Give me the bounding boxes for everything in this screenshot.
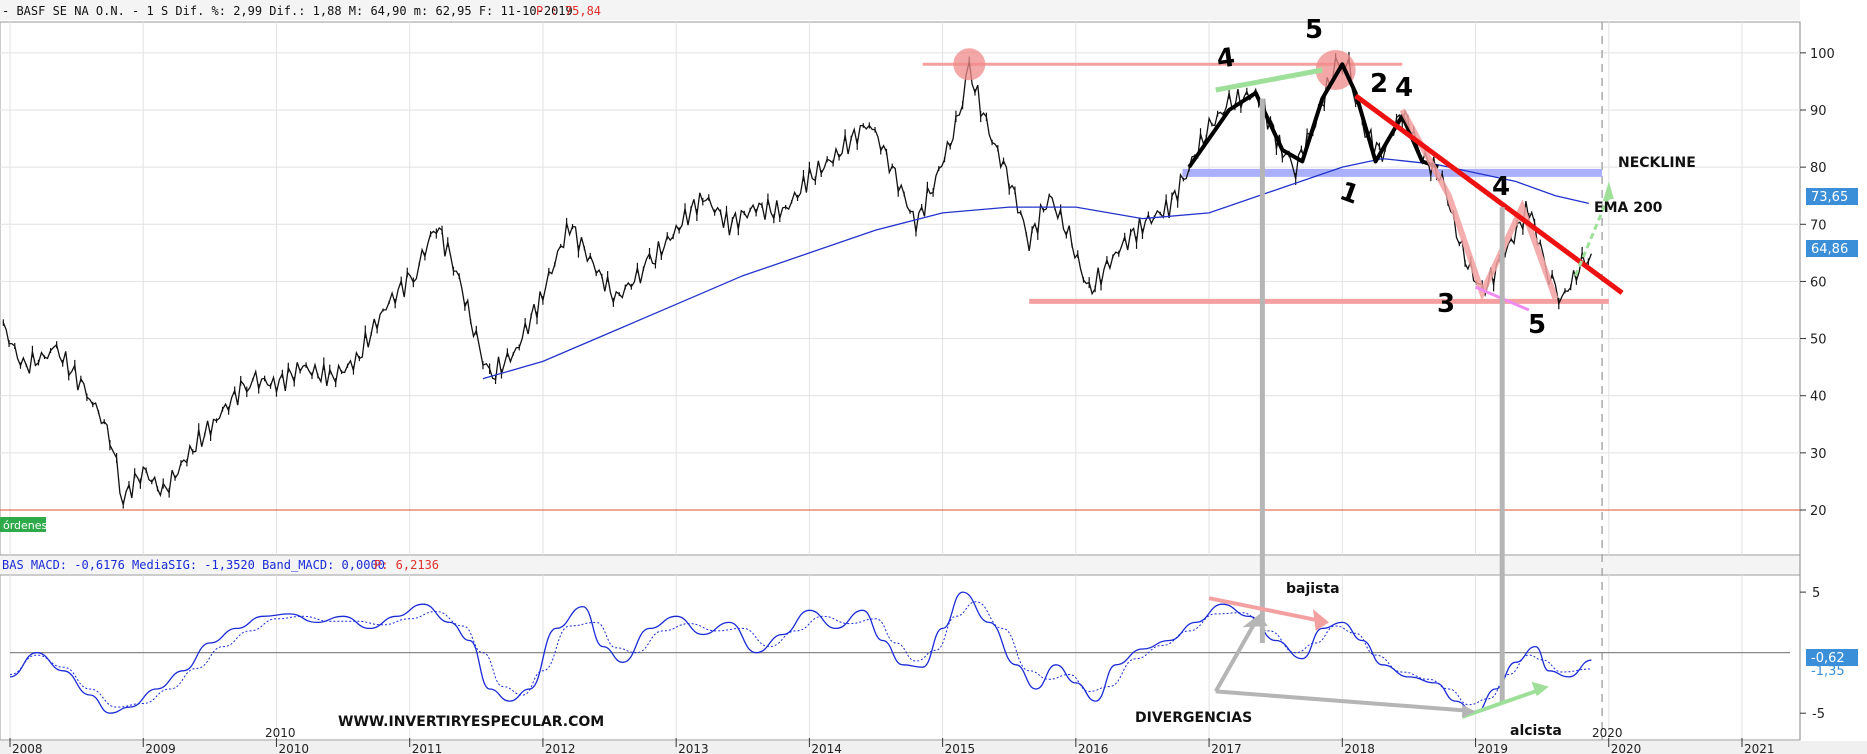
x-tick-label-2013: 2013: [678, 742, 709, 754]
bullish-divergence-line: [1461, 687, 1543, 719]
price-header-p: P : 75,84: [536, 4, 601, 18]
x-tick-label-2016: 2016: [1078, 742, 1109, 754]
y-tick-label-70: 70: [1810, 218, 1827, 233]
macd-y-tick-label--5: -5: [1812, 707, 1825, 722]
x-tick-label-2020: 2020: [1611, 742, 1642, 754]
y-tick-label-60: 60: [1810, 275, 1827, 290]
bearish-divergence-line: [1208, 596, 1323, 624]
y-tick-label-90: 90: [1810, 104, 1827, 119]
bullish-arrowhead: [1531, 681, 1549, 697]
alcista-label: alcista: [1510, 723, 1562, 739]
green-peak-link: [1215, 67, 1323, 93]
wave-zigzag: [1399, 108, 1559, 301]
hand-number-5b: 5: [1528, 310, 1546, 340]
y-tick-label-80: 80: [1810, 161, 1827, 176]
macd-badge-text: -0,62: [1811, 651, 1845, 666]
macd-panel: [0, 574, 1801, 741]
last-price-badge-text: 64,86: [1811, 242, 1848, 257]
price-header-bar: [0, 0, 1800, 20]
projection-arrowhead: [1602, 181, 1614, 202]
hand-drawn-pattern: [953, 48, 1624, 719]
divergence-arrow-up: [1214, 620, 1258, 693]
peak-circle-2015: [953, 48, 986, 81]
divergence-arrowhead-up: [1242, 613, 1268, 628]
y-tick-label-50: 50: [1810, 333, 1827, 348]
y-tick-label-40: 40: [1810, 390, 1827, 405]
ema200-series: [482, 157, 1589, 380]
macd-header-bar: [0, 556, 1800, 574]
hand-number-3: 3: [1437, 289, 1455, 319]
hand-number-5: 5: [1305, 15, 1323, 45]
ema-badge-text: 73,65: [1811, 190, 1848, 205]
year-2010-label: 2010: [265, 726, 296, 740]
x-tick-label-2018: 2018: [1344, 742, 1375, 754]
x-tick-label-2008: 2008: [12, 742, 43, 754]
ema-badge: [1806, 188, 1858, 205]
y-tick-label-100: 100: [1810, 47, 1835, 62]
bearish-arrowhead: [1313, 609, 1329, 631]
x-tick-label-2017: 2017: [1211, 742, 1242, 754]
divergence-arrowhead-right: [1462, 704, 1476, 718]
x-tick-label-2010: 2010: [278, 742, 309, 754]
x-tick-label-2015: 2015: [945, 742, 976, 754]
hand-number-4a: 4: [1215, 43, 1237, 75]
hand-number-4c: 4: [1492, 172, 1510, 202]
last-price-badge: [1806, 240, 1858, 257]
orders-label: órdenes: [3, 519, 48, 532]
time-axis-bar: [0, 741, 1867, 754]
divergence-arrow-right: [1215, 689, 1470, 713]
macd-header: BAS MACD: -0,6176 MediaSIG: -1,3520 Band…: [2, 558, 385, 572]
x-tick-label-2019: 2019: [1478, 742, 1509, 754]
ema-label: EMA 200: [1594, 200, 1663, 216]
hand-number-4b: 4: [1395, 73, 1413, 103]
price-panel: [0, 21, 1801, 556]
hand-number-2: 2: [1370, 69, 1388, 99]
x-tick-label-2011: 2011: [412, 742, 443, 754]
macd-header-p: P: 6,2136: [374, 558, 439, 572]
year-2020-label: 2020: [1592, 726, 1623, 740]
x-tick-label-2009: 2009: [145, 742, 176, 754]
neckline-label: NECKLINE: [1618, 155, 1696, 171]
orders-badge[interactable]: [0, 517, 46, 532]
macd-badge: [1806, 649, 1858, 666]
macd-signal-series: [9, 601, 1592, 708]
macd-y-tick-label-5: 5: [1812, 586, 1820, 601]
y-tick-label-30: 30: [1810, 447, 1827, 462]
x-tick-label-2021: 2021: [1744, 742, 1775, 754]
signal-badge-text: -1,35: [1811, 664, 1845, 679]
macd-series: [9, 591, 1592, 714]
head-shoulders-path: [1187, 62, 1439, 169]
downtrend-line: [1354, 93, 1624, 295]
x-tick-label-2014: 2014: [811, 742, 842, 754]
x-tick-label-2012: 2012: [545, 742, 576, 754]
price-header: - BASF SE NA O.N. - 1 S Dif. %: 2,99 Dif…: [2, 4, 573, 18]
y-tick-label-20: 20: [1810, 504, 1827, 519]
peak-circle-2018: [1315, 50, 1356, 90]
divergencias-label: DIVERGENCIAS: [1135, 710, 1252, 726]
axis-ticks: 2008 2009 2010 2011 2012 2013 2014 2015 2016 2017…: [9, 47, 1835, 754]
projection-arrow: [1574, 195, 1611, 277]
bajista-label: bajista: [1286, 581, 1340, 597]
website-label: WWW.INVERTIRYESPECULAR.COM: [338, 714, 604, 730]
